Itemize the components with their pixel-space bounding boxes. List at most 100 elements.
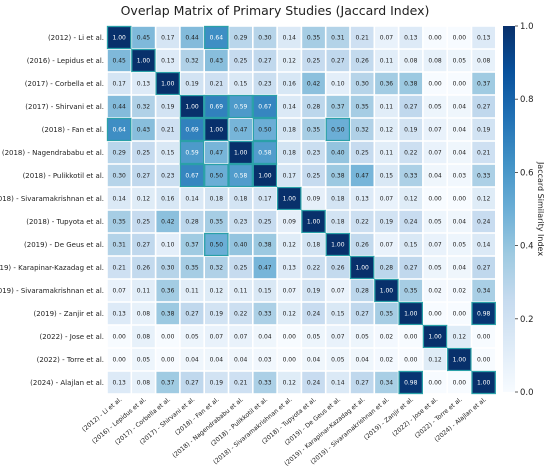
heatmap-cell: [350, 72, 375, 95]
heatmap-cell: [325, 187, 350, 210]
heatmap-cell: [252, 117, 278, 142]
colorbar-label: Jaccard Similarity Index: [536, 161, 545, 256]
heatmap-cell: [155, 95, 180, 118]
cell-value-label: 0.35: [404, 288, 418, 295]
heatmap-cell: [301, 49, 326, 72]
cell-value-label: 0.13: [112, 311, 126, 318]
cell-value-label: 0.05: [331, 357, 345, 364]
heatmap-cell: [107, 233, 132, 256]
row-label: (2022) - Torre et al.: [37, 356, 104, 364]
heatmap-cell: [398, 348, 423, 371]
cell-value-label: 1.00: [355, 265, 369, 272]
cell-value-label: 1.00: [137, 58, 151, 65]
row-label: (2018) - Tupyota et al.: [26, 218, 104, 226]
cell-value-label: 0.17: [112, 81, 126, 88]
heatmap-cell: [155, 348, 180, 371]
cell-value-label: 0.05: [453, 58, 467, 65]
heatmap-cell: [204, 279, 229, 302]
cell-value-label: 0.58: [258, 150, 272, 157]
heatmap-cell: [301, 325, 326, 348]
heatmap-cell: [398, 210, 423, 233]
heatmap-cell: [131, 72, 156, 95]
heatmap-cell: [350, 325, 375, 348]
heatmap-cell: [398, 187, 423, 210]
cell-value-label: 0.67: [258, 104, 272, 111]
heatmap-cell: [228, 49, 253, 72]
cell-value-label: 0.04: [453, 104, 467, 111]
cell-value-label: 0.00: [453, 196, 467, 203]
cell-value-label: 0.00: [477, 357, 491, 364]
heatmap-cell: [325, 371, 350, 394]
heatmap-cell: [228, 256, 253, 279]
cell-value-label: 0.47: [258, 265, 272, 272]
heatmap-cell: [350, 210, 375, 233]
cell-value-label: 1.00: [112, 35, 126, 42]
heatmap-cell: [131, 348, 156, 371]
heatmap-cell: [228, 140, 253, 165]
cell-value-label: 0.13: [137, 81, 151, 88]
cell-value-label: 0.58: [234, 173, 248, 180]
cell-value-label: 0.12: [380, 127, 394, 134]
heatmap-cell: [107, 72, 132, 95]
colorbar-tick-label: 0.2: [520, 315, 534, 325]
cell-value-label: 0.08: [137, 380, 151, 387]
heatmap-cell: [423, 348, 447, 371]
cell-value-label: 0.43: [210, 58, 224, 65]
heatmap-cell: [374, 278, 399, 303]
heatmap-cell: [398, 72, 423, 95]
colorbar-tick-label: 0.0: [520, 388, 534, 398]
heatmap-cell: [301, 279, 326, 302]
cell-value-label: 0.05: [428, 219, 442, 226]
cell-value-label: 0.38: [331, 173, 345, 180]
cell-value-label: 0.00: [428, 311, 442, 318]
heatmap-cell: [349, 255, 375, 280]
cell-value-label: 0.21: [477, 150, 491, 157]
heatmap-cell: [423, 49, 447, 72]
heatmap-cell: [131, 279, 156, 302]
heatmap-cell: [423, 371, 447, 394]
cell-value-label: 0.00: [404, 357, 418, 364]
cell-value-label: 1.00: [307, 219, 321, 226]
cell-value-label: 0.25: [137, 219, 151, 226]
heatmap-cell: [350, 118, 375, 141]
heatmap-cell: [350, 95, 375, 118]
cell-value-label: 0.28: [307, 104, 321, 111]
cell-value-label: 0.33: [258, 380, 272, 387]
heatmap-cell: [423, 118, 447, 141]
heatmap-cell: [374, 302, 399, 325]
cell-value-label: 0.12: [210, 288, 224, 295]
heatmap-cell: [374, 141, 399, 164]
heatmap-cell: [107, 302, 132, 325]
colorbar-tick-label: 0.6: [520, 168, 534, 178]
cell-value-label: 0.05: [355, 334, 369, 341]
heatmap-cell: [228, 371, 253, 394]
colorbar-gradient: [503, 26, 515, 392]
cell-value-label: 0.12: [283, 58, 297, 65]
cell-value-label: 0.21: [161, 127, 175, 134]
colorbar: 0.0 0.2 0.4 0.6 0.8 1.0 Jaccard Similarity In…: [503, 22, 545, 398]
heatmap-cell: [204, 141, 229, 164]
cell-value-label: 0.18: [307, 242, 321, 249]
heatmap-cell: [350, 371, 375, 394]
cell-value-label: 0.40: [331, 150, 345, 157]
cell-value-label: 0.04: [453, 265, 467, 272]
heatmap-cell: [155, 141, 180, 164]
heatmap-cell: [253, 256, 277, 279]
heatmap-cell: [180, 256, 204, 279]
cell-value-label: 0.22: [234, 311, 248, 318]
cell-value-label: 0.12: [283, 242, 297, 249]
cell-value-label: 0.43: [137, 127, 151, 134]
heatmap-cell: [179, 117, 205, 142]
heatmap-cell: [228, 302, 253, 325]
cell-value-label: 0.24: [307, 380, 321, 387]
cell-value-label: 0.26: [355, 242, 369, 249]
row-label: (2019) - Zanjir et al.: [33, 310, 104, 318]
heatmap-cell: [350, 26, 375, 49]
heatmap-cell: [155, 164, 180, 187]
cell-value-label: 1.00: [185, 104, 199, 111]
cell-value-label: 1.00: [234, 150, 248, 157]
cell-value-label: 0.13: [477, 35, 491, 42]
cell-value-label: 0.07: [112, 288, 126, 295]
cell-value-label: 0.36: [161, 288, 175, 295]
heatmap-cell: [204, 325, 229, 348]
